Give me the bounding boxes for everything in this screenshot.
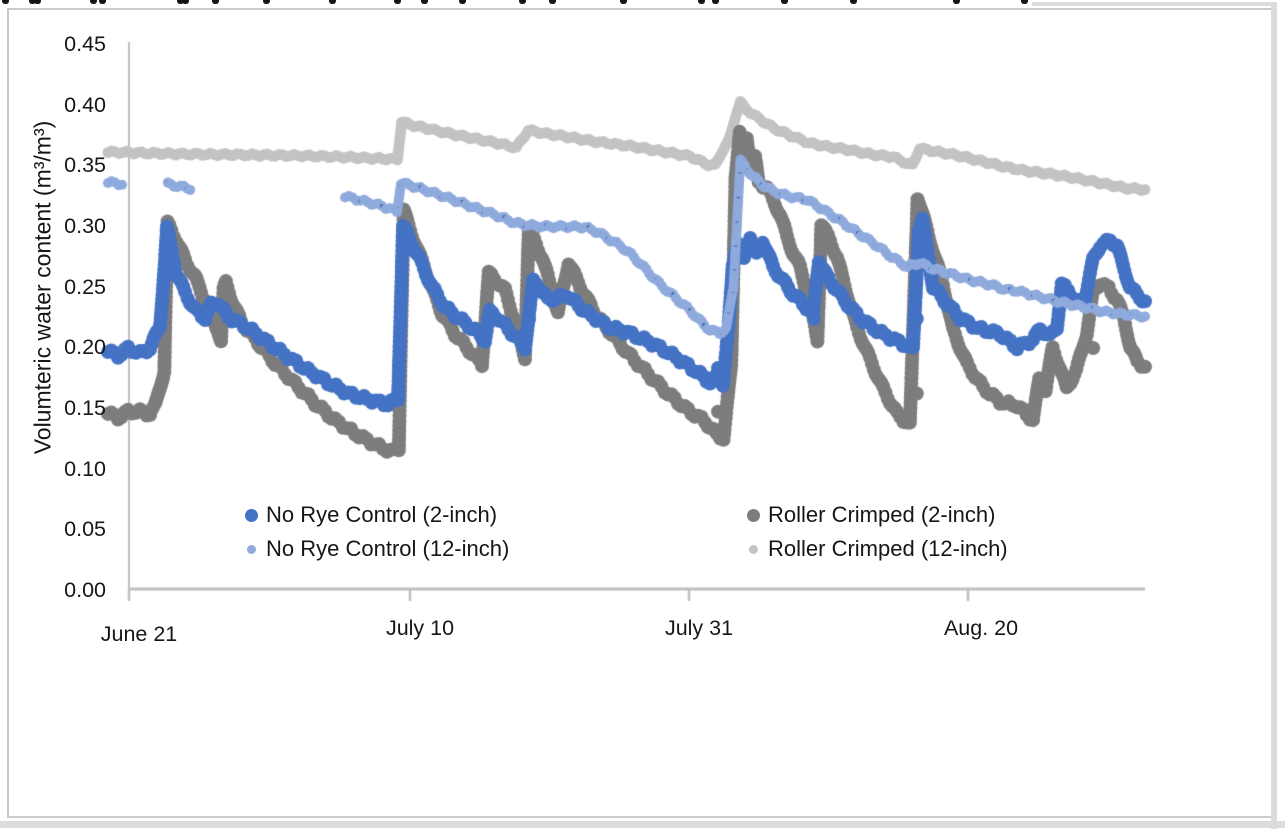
window-edge-top [1032,2,1277,6]
legend-label: Roller Crimped (12-inch) [768,536,1008,561]
legend-item: Roller Crimped (12-inch) [746,535,1008,563]
legend-label: No Rye Control (2-inch) [266,502,498,527]
legend-marker-icon [746,535,761,563]
legend-item: Roller Crimped (2-inch) [746,501,995,529]
legend-item: No Rye Control (12-inch) [244,535,509,563]
x-tick-label: July 10 [385,616,455,640]
y-tick-label: 0.30 [64,214,106,238]
window-edge-right [1271,3,1277,829]
legend-label: No Rye Control (12-inch) [266,536,510,561]
legend-marker-icon [244,501,259,529]
y-tick-label: 0.45 [64,32,106,56]
y-tick-label: 0.05 [64,517,106,542]
y-tick-label: 0.15 [64,396,106,420]
y-tick-label: 0.25 [64,274,106,299]
legend-item: No Rye Control (2-inch) [244,501,497,529]
legend-marker-icon [746,501,761,529]
chart-border [7,8,1273,818]
x-tick-label: June 21 [100,622,178,646]
legend-marker-icon [244,535,259,563]
y-tick-label: 0.00 [64,578,106,602]
y-tick-label: 0.20 [64,335,106,360]
x-tick-label: July 31 [664,616,734,640]
y-tick-label: 0.35 [64,153,106,178]
legend-label: Roller Crimped (2-inch) [768,502,996,527]
x-tick-label: Aug. 20 [943,616,1019,640]
y-tick-label: 0.40 [64,92,106,117]
window-edge-bottom [0,821,1285,828]
y-tick-label: 0.10 [64,456,106,481]
